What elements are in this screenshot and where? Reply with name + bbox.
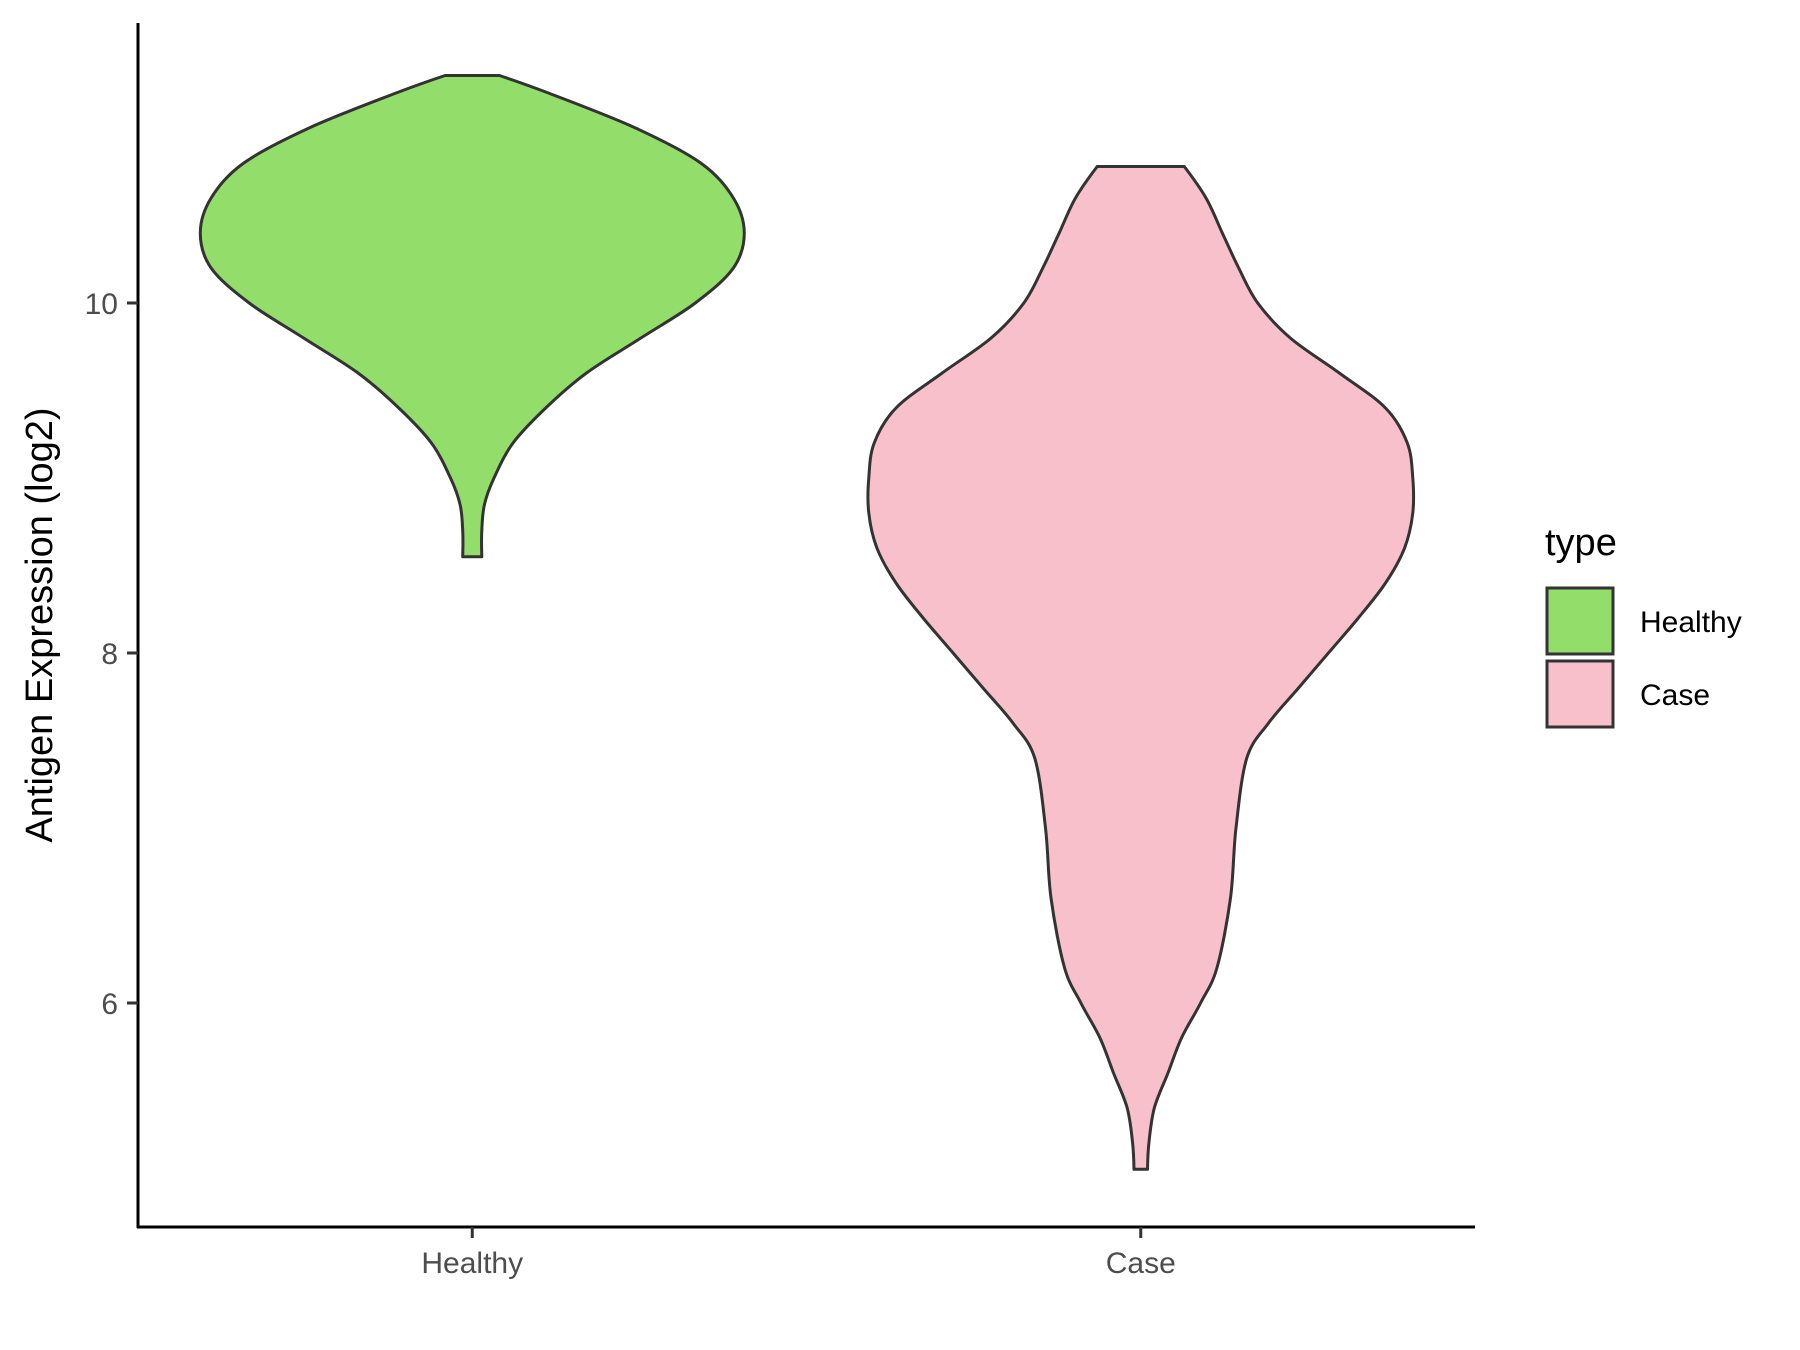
y-tick-label: 10 bbox=[85, 288, 118, 321]
legend-title: type bbox=[1545, 522, 1617, 564]
x-tick-label-case: Case bbox=[1106, 1247, 1176, 1280]
violin-healthy bbox=[198, 74, 746, 559]
x-axis-ticks: Healthy Case bbox=[421, 1227, 1176, 1280]
legend: type Healthy Case bbox=[1545, 522, 1742, 729]
legend-swatch-case bbox=[1545, 659, 1615, 729]
legend-label-case: Case bbox=[1640, 679, 1710, 712]
y-tick-label: 6 bbox=[101, 988, 118, 1021]
legend-items: Healthy Case bbox=[1545, 586, 1742, 729]
y-axis-ticks: 6 8 10 bbox=[85, 288, 138, 1021]
y-tick-label: 8 bbox=[101, 638, 118, 671]
legend-swatch-healthy bbox=[1545, 586, 1615, 656]
x-tick-label-healthy: Healthy bbox=[421, 1247, 523, 1280]
violin-case bbox=[866, 165, 1416, 1171]
y-axis-label: Antigen Expression (log2) bbox=[19, 407, 61, 842]
violin-layer bbox=[198, 74, 1416, 1171]
legend-label-healthy: Healthy bbox=[1640, 606, 1742, 639]
